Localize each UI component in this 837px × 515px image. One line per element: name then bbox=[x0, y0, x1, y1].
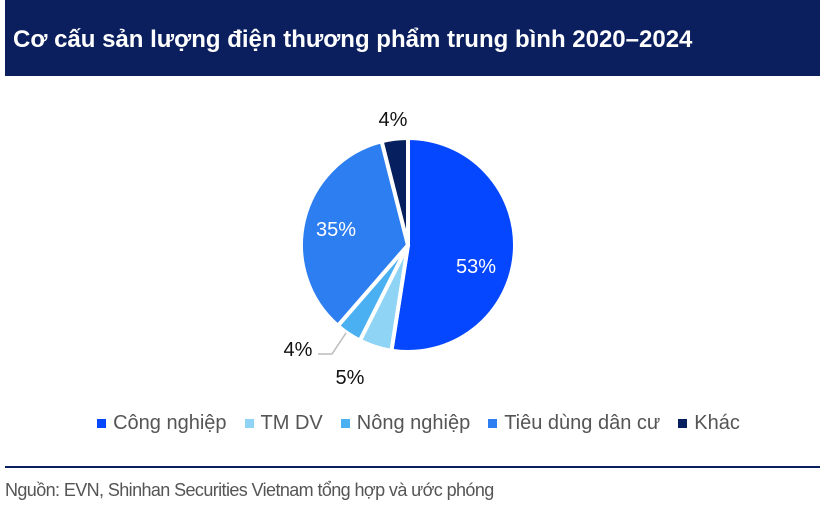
pie-slice-4 bbox=[379, 135, 410, 246]
legend-item: TM DV bbox=[244, 412, 323, 435]
legend-label: Tiêu dùng dân cư bbox=[504, 412, 661, 434]
pie-slice-3 bbox=[299, 138, 411, 329]
legend: Công nghiệp TM DV Nông nghiệp Tiêu dùng dân… bbox=[0, 411, 837, 435]
legend-item: Khác bbox=[678, 412, 740, 435]
data-label: 5% bbox=[336, 367, 365, 389]
title-bar: Cơ cấu sản lượng điện thương phẩm trung … bbox=[5, 0, 820, 76]
source-note: Nguồn: EVN, Shinhan Securities Vietnam t… bbox=[5, 480, 494, 500]
data-label: 4% bbox=[379, 109, 408, 131]
legend-item: Công nghiệp bbox=[97, 412, 227, 435]
legend-label: Nông nghiệp bbox=[356, 412, 471, 434]
divider bbox=[5, 466, 820, 468]
legend-item: Nông nghiệp bbox=[340, 412, 471, 435]
legend-label: Công nghiệp bbox=[113, 412, 227, 434]
leader-line bbox=[318, 332, 347, 355]
data-label: 35% bbox=[316, 219, 356, 241]
data-label: 53% bbox=[456, 256, 496, 278]
legend-swatch bbox=[340, 419, 350, 428]
pie-slice-0 bbox=[389, 135, 517, 354]
legend-swatch bbox=[488, 419, 498, 428]
legend-swatch bbox=[97, 419, 107, 428]
legend-item: Tiêu dùng dân cư bbox=[488, 412, 660, 435]
legend-label: Khác bbox=[694, 412, 740, 434]
data-label: 4% bbox=[284, 339, 313, 361]
legend-swatch bbox=[244, 419, 254, 428]
legend-label: TM DV bbox=[260, 412, 323, 434]
legend-swatch bbox=[678, 419, 688, 428]
pie-chart: 53% 5% 4% 35% 4% bbox=[284, 109, 517, 389]
chart-title: Cơ cấu sản lượng điện thương phẩm trung … bbox=[13, 26, 693, 53]
